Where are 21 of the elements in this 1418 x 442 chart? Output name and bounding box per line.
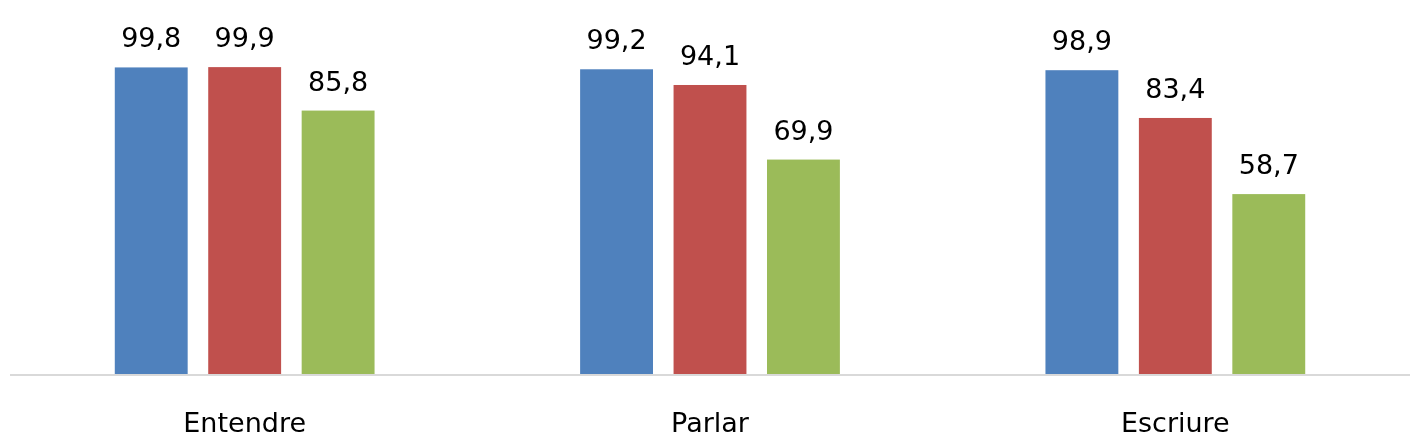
data-label: 99,2 (586, 24, 647, 56)
data-label: 69,9 (773, 114, 834, 146)
data-label: 99,8 (121, 22, 182, 54)
bar (580, 69, 653, 375)
data-label: 85,8 (308, 65, 369, 97)
bar (1138, 117, 1212, 375)
bar (1045, 70, 1119, 375)
data-label: 99,9 (214, 22, 275, 54)
bar (114, 67, 188, 375)
bar (673, 84, 747, 375)
data-label: 83,4 (1145, 72, 1206, 104)
x-tick-label: Escriure (1120, 407, 1230, 438)
x-tick-label: Parlar (671, 407, 750, 438)
bar (1232, 194, 1306, 375)
data-label: 94,1 (679, 39, 741, 71)
bar (767, 159, 840, 375)
bar (208, 67, 282, 375)
data-label: 98,9 (1051, 25, 1112, 57)
bar (301, 110, 375, 375)
data-label: 58,7 (1238, 149, 1299, 181)
x-tick-label: Entendre (183, 407, 307, 438)
